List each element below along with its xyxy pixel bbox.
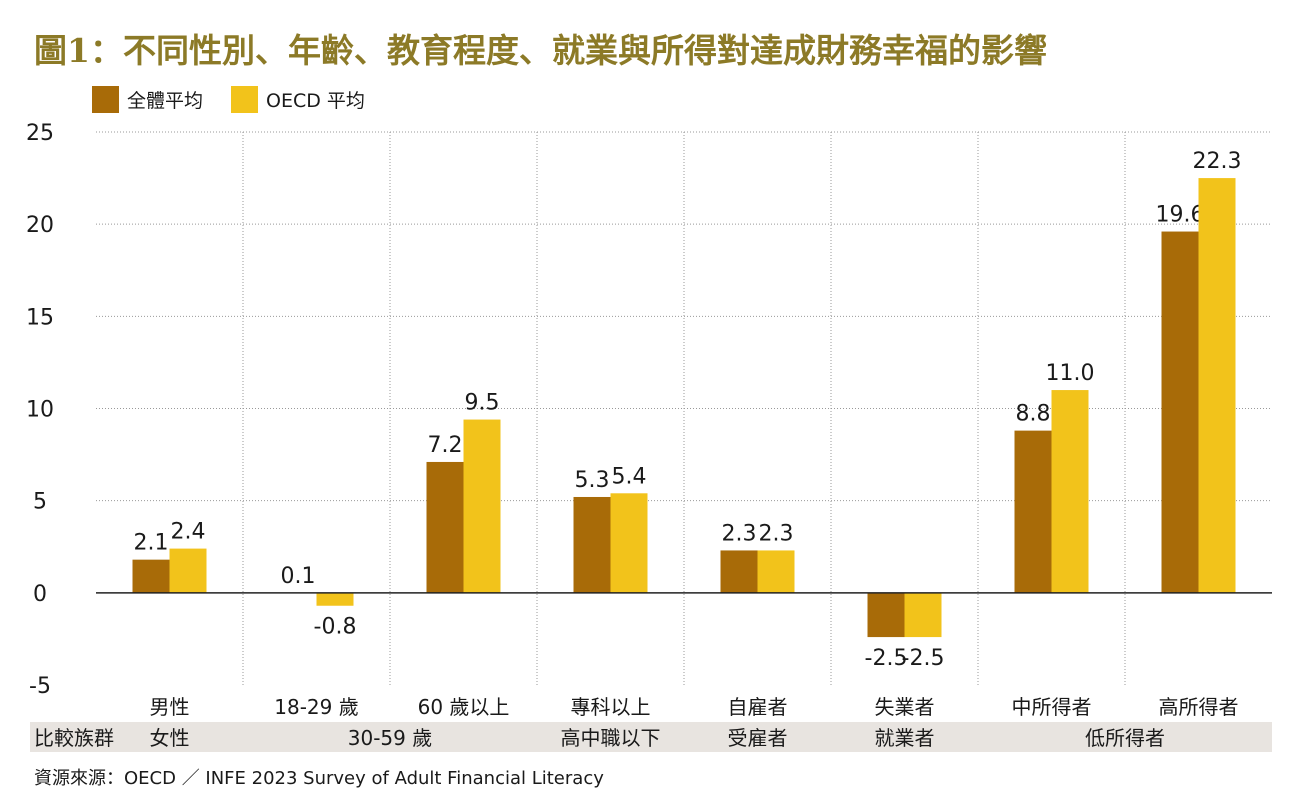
bar-series-a [132,559,170,593]
data-label: -2.5 [902,646,945,671]
legend-swatch-series-a [92,85,119,113]
y-tick-label: 20 [26,213,54,238]
bar-series-b [169,548,207,593]
y-tick-label: 15 [26,305,54,330]
comparison-band [30,722,1272,752]
category-label: 18-29 歲 [274,695,358,719]
legend-item-series-b: OECD 平均 [231,85,365,113]
category-label: 失業者 [875,695,935,719]
data-label: 22.3 [1193,149,1242,174]
chart-title: 圖1：不同性別、年齡、教育程度、就業與所得對達成財務幸福的影響 [34,31,1047,70]
bar-series-a [573,496,611,593]
y-tick-label: 10 [26,398,54,423]
y-tick-label: 25 [26,121,54,146]
data-label: -2.5 [865,646,908,671]
category-label: 男性 [150,695,190,719]
y-tick-label: 0 [33,582,47,607]
data-label: 2.1 [134,531,169,556]
bar-series-b [1198,178,1236,593]
comparison-group-label: 低所得者 [1085,726,1165,750]
legend: 全體平均 OECD 平均 [92,84,393,114]
comparison-row-label: 比較族群 [34,726,114,750]
data-label: 5.3 [575,468,610,493]
data-label: 2.3 [759,521,794,546]
bar-series-a [1161,231,1199,593]
data-label: 0.1 [281,564,316,589]
legend-label-series-a: 全體平均 [127,89,204,112]
data-label: 19.6 [1156,203,1205,228]
bar-series-a [867,592,905,638]
y-tick-label: 5 [33,490,47,515]
category-label: 專科以上 [571,695,651,719]
legend-label-series-b: OECD 平均 [266,89,365,112]
data-label: 7.2 [428,433,463,458]
category-label: 60 歲以上 [418,695,510,719]
y-tick-label: -5 [29,674,51,699]
bar-series-a [1014,430,1052,593]
category-label: 中所得者 [1012,695,1092,719]
bar-series-b [463,419,501,593]
data-label: 5.4 [612,464,647,489]
bar-series-b [316,592,354,606]
bar-series-b [610,493,648,593]
data-label: 8.8 [1016,402,1051,427]
comparison-group-label: 受雇者 [728,726,788,750]
data-label: 9.5 [465,391,500,416]
bar-series-b [904,592,942,638]
category-label: 自雇者 [728,695,788,719]
comparison-group-label: 30-59 歲 [348,726,432,750]
bar-series-b [757,550,795,593]
legend-swatch-series-b [231,85,259,113]
data-label: 11.0 [1046,361,1095,386]
comparison-group-label: 就業者 [875,726,935,750]
data-label: 2.3 [722,521,757,546]
comparison-group-label: 女性 [150,726,190,750]
bar-series-b [1051,390,1089,593]
legend-item-series-a: 全體平均 [92,85,204,113]
category-label: 高所得者 [1159,695,1239,719]
bar-series-a [720,550,758,593]
bar-series-a [426,461,464,593]
data-label: 2.4 [171,520,206,545]
comparison-group-label: 高中職以下 [561,726,661,750]
data-label: -0.8 [314,615,357,640]
source-note: 資源來源：OECD ／ INFE 2023 Survey of Adult Fi… [34,768,604,789]
